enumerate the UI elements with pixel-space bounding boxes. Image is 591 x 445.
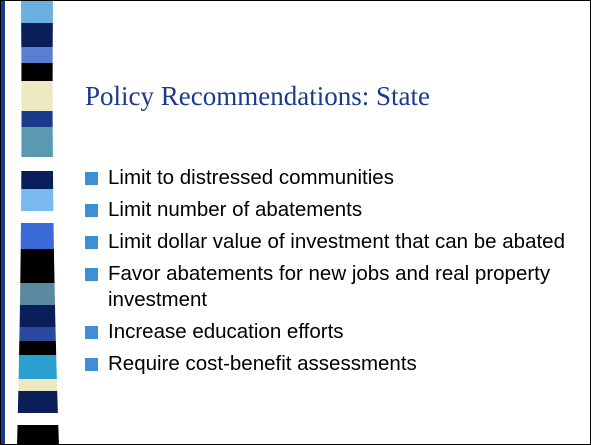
bullet-item: Increase education efforts bbox=[85, 319, 565, 345]
slide-title: Policy Recommendations: State bbox=[85, 81, 430, 111]
bullet-item: Limit to distressed communities bbox=[85, 165, 565, 191]
bullet-item: Limit number of abatements bbox=[85, 197, 565, 223]
bullet-list: Limit to distressed communities Limit num… bbox=[85, 165, 565, 383]
bullet-item: Favor abatements for new jobs and real p… bbox=[85, 261, 565, 313]
stripe-decoration bbox=[1, 1, 59, 444]
bullet-item: Require cost-benefit assessments bbox=[85, 351, 565, 377]
bullet-item: Limit dollar value of investment that ca… bbox=[85, 229, 565, 255]
